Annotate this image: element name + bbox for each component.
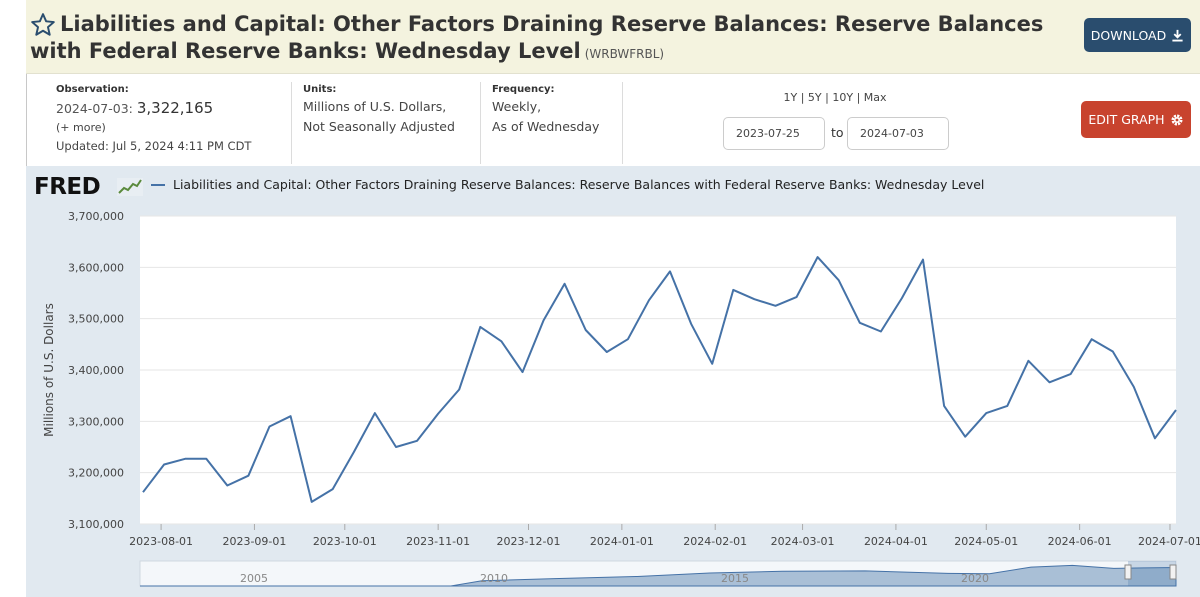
units-label: Units: bbox=[303, 84, 337, 95]
updated-timestamp: Updated: Jul 5, 2024 4:11 PM CDT bbox=[56, 139, 252, 153]
y-tick-label: 3,700,000 bbox=[68, 210, 124, 223]
legend-swatch bbox=[151, 183, 165, 186]
navigator-year-label: 2010 bbox=[480, 572, 508, 585]
download-button[interactable]: DOWNLOAD bbox=[1084, 18, 1191, 52]
series-line bbox=[142, 256, 1177, 503]
x-tick-label: 2024-07-01 bbox=[1138, 535, 1200, 548]
range-max-link[interactable]: Max bbox=[863, 91, 887, 104]
x-tick-label: 2024-03-01 bbox=[771, 535, 835, 548]
x-tick-label: 2024-05-01 bbox=[954, 535, 1018, 548]
y-tick-label: 3,200,000 bbox=[68, 467, 124, 480]
download-icon bbox=[1172, 29, 1183, 42]
series-title: Liabilities and Capital: Other Factors D… bbox=[30, 11, 1070, 68]
navigator-year-label: 2005 bbox=[240, 572, 268, 585]
edit-graph-button[interactable]: EDIT GRAPH bbox=[1081, 101, 1191, 138]
navigator-year-label: 2015 bbox=[721, 572, 749, 585]
observation-label: Observation: bbox=[56, 84, 129, 95]
fred-graph-icon bbox=[117, 178, 143, 196]
frequency-line-2: As of Wednesday bbox=[492, 119, 600, 134]
range-separator: | bbox=[800, 91, 805, 104]
gear-icon bbox=[1171, 114, 1183, 125]
y-axis-label: Millions of U.S. Dollars bbox=[42, 303, 56, 437]
series-id: (WRBWFRBL) bbox=[584, 47, 665, 61]
range-1y-link[interactable]: 1Y bbox=[783, 91, 798, 104]
fred-logo: FRED bbox=[34, 174, 101, 200]
units-line-1: Millions of U.S. Dollars, bbox=[303, 99, 447, 114]
series-title-text: Liabilities and Capital: Other Factors D… bbox=[30, 12, 1044, 63]
x-tick-label: 2023-08-01 bbox=[129, 535, 193, 548]
navigator-area bbox=[140, 564, 1177, 587]
navigator-handle-left bbox=[1124, 564, 1132, 580]
navigator-year-label: 2020 bbox=[961, 572, 989, 585]
observation-value: 3,322,165 bbox=[136, 99, 214, 117]
range-separator: | bbox=[825, 91, 829, 104]
y-tick-label: 3,100,000 bbox=[68, 518, 124, 531]
range-separator: | bbox=[856, 91, 861, 104]
range-5y-link[interactable]: 5Y bbox=[807, 91, 822, 104]
x-tick-label: 2023-12-01 bbox=[497, 535, 561, 548]
end-date-input[interactable] bbox=[847, 117, 949, 150]
x-tick-label: 2023-09-01 bbox=[222, 535, 286, 548]
x-tick-label: 2024-02-01 bbox=[683, 535, 747, 548]
y-tick-label: 3,300,000 bbox=[68, 415, 124, 428]
star-outline-icon[interactable] bbox=[30, 12, 56, 38]
range-links: 1Y | 5Y | 10Y | Max bbox=[700, 91, 970, 104]
frequency-label: Frequency: bbox=[492, 84, 555, 95]
navigator-handle-right bbox=[1169, 564, 1177, 580]
y-tick-label: 3,600,000 bbox=[68, 261, 124, 274]
divider bbox=[291, 82, 292, 164]
observation-date: 2024-07-03: bbox=[56, 101, 133, 116]
edit-graph-label: EDIT GRAPH bbox=[1088, 112, 1165, 127]
frequency-line-1: Weekly, bbox=[492, 99, 542, 114]
units-line-2: Not Seasonally Adjusted bbox=[303, 119, 455, 134]
y-tick-label: 3,400,000 bbox=[68, 364, 124, 377]
more-link[interactable]: (+ more) bbox=[56, 121, 106, 134]
x-tick-label: 2024-06-01 bbox=[1048, 535, 1112, 548]
x-tick-label: 2023-11-01 bbox=[406, 535, 470, 548]
x-tick-label: 2024-04-01 bbox=[864, 535, 928, 548]
divider bbox=[480, 82, 481, 164]
y-tick-label: 3,500,000 bbox=[68, 313, 124, 326]
legend-label: Liabilities and Capital: Other Factors D… bbox=[173, 177, 985, 192]
legend: Liabilities and Capital: Other Factors D… bbox=[151, 177, 984, 192]
download-label: DOWNLOAD bbox=[1090, 27, 1167, 43]
x-tick-label: 2023-10-01 bbox=[313, 535, 377, 548]
observation: 2024-07-03: 3,322,165 bbox=[56, 99, 213, 117]
divider bbox=[622, 82, 623, 164]
x-tick-label: 2024-01-01 bbox=[590, 535, 654, 548]
navigator-selection bbox=[1128, 561, 1176, 586]
title-bar bbox=[26, 0, 1200, 74]
to-label: to bbox=[831, 125, 844, 140]
start-date-input[interactable] bbox=[723, 117, 825, 150]
range-10y-link[interactable]: 10Y bbox=[832, 91, 854, 104]
